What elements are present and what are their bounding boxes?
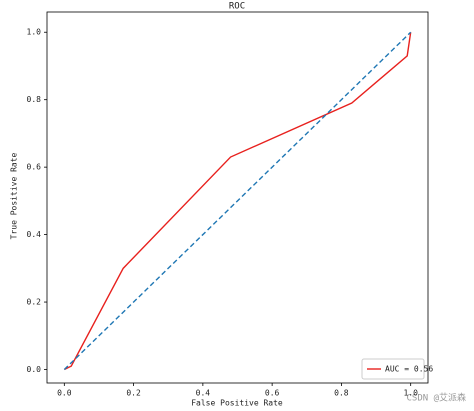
x-tick-label: 0.6 <box>265 389 280 398</box>
y-tick-label: 0.6 <box>27 163 42 172</box>
y-axis-label: True Positive Rate <box>10 152 19 239</box>
x-tick-label: 0.0 <box>57 389 72 398</box>
x-axis-label: False Positive Rate <box>191 399 283 408</box>
y-tick-label: 0.0 <box>27 365 42 374</box>
x-tick-label: 0.8 <box>334 389 349 398</box>
y-tick-label: 0.8 <box>27 95 42 104</box>
watermark: CSDN @艾派森 <box>406 392 466 404</box>
x-tick-label: 1.0 <box>403 389 418 398</box>
series-line <box>63 31 412 371</box>
y-tick-label: 0.4 <box>27 230 42 239</box>
legend-label: AUC = 0.56 <box>385 365 433 374</box>
legend-box <box>361 358 425 380</box>
plot-frame <box>46 11 429 384</box>
x-tick-label: 0.4 <box>196 389 211 398</box>
y-tick-label: 0.2 <box>27 298 42 307</box>
x-tick-label: 0.2 <box>126 389 141 398</box>
chart-title: ROC <box>229 2 245 12</box>
series-line <box>64 32 412 371</box>
y-tick-label: 1.0 <box>27 28 42 37</box>
